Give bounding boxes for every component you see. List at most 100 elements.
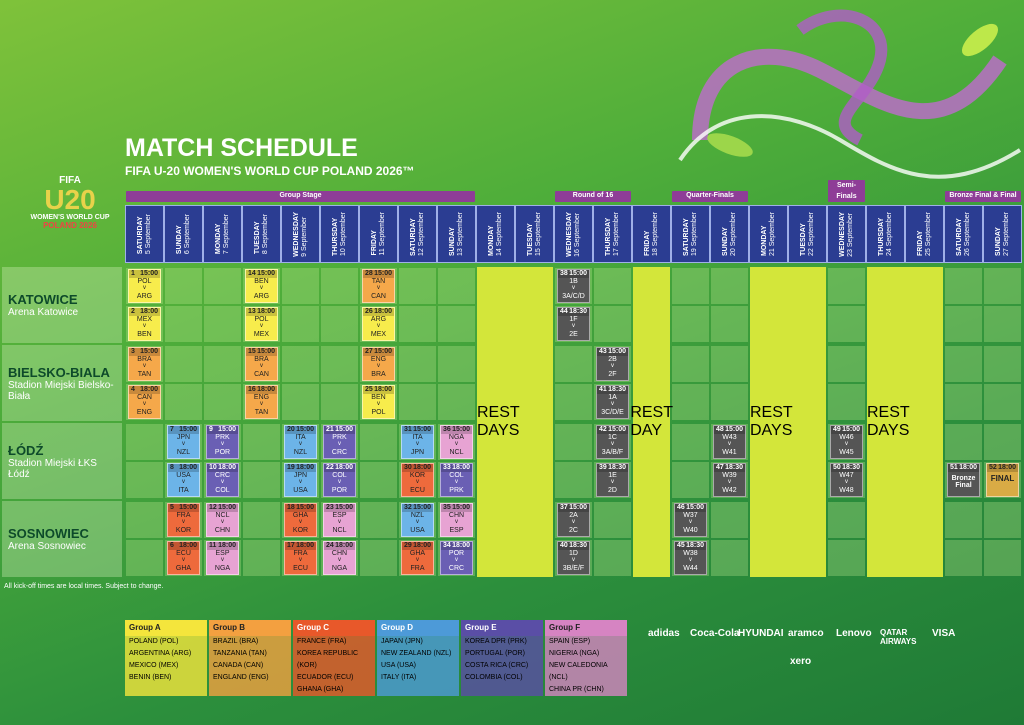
venue: BIELSKO-BIALA Stadion Miejski Bielsko-Bia… [2, 345, 122, 421]
match-number: 18 [287, 504, 295, 511]
match-number: 11 [209, 542, 217, 549]
title: MATCH SCHEDULE [125, 134, 358, 162]
kickoff-time: 15:00 [569, 270, 587, 277]
match: 21 15:00 PRK v CRC [323, 425, 356, 459]
versus: v [338, 519, 341, 525]
match-header: 48 15:00 [714, 426, 745, 434]
team: GHA [175, 564, 192, 572]
kickoff-time: 15:00 [686, 504, 704, 511]
kickoff-time: 18:00 [257, 386, 275, 393]
team: NGA [331, 564, 348, 572]
match-header: 1 15:00 [129, 270, 160, 278]
team: 2B [608, 355, 617, 363]
weekday: TUESDAY [799, 223, 807, 256]
date-header: SATURDAY 12 September [398, 205, 437, 263]
empty-slot [594, 502, 631, 538]
kickoff-time: 15:00 [140, 270, 158, 277]
empty-slot [555, 424, 592, 460]
versus: v [377, 323, 380, 329]
team: ENG [370, 355, 387, 363]
kickoff-time: 18:30 [608, 464, 626, 471]
match-header: 21 15:00 [324, 426, 355, 434]
sponsor: Coca-Cola [690, 628, 740, 639]
empty-slot [204, 306, 241, 342]
match-number: 26 [365, 308, 373, 315]
match: 12 15:00 NCL v CHN [206, 503, 239, 537]
versus: v [689, 519, 692, 525]
match-header: 17 18:00 [285, 542, 316, 550]
date-text: TUESDAY 15 September [527, 212, 543, 256]
date-text: WEDNESDAY 9 September [293, 212, 309, 257]
date: 15 September [534, 212, 542, 256]
match-header: 39 18:30 [597, 464, 628, 472]
match-number: 50 [833, 464, 841, 471]
date-header: MONDAY 14 September [476, 205, 515, 263]
date-header: WEDNESDAY 9 September [281, 205, 320, 263]
group-team: CHINA PR (CHN) [549, 686, 604, 693]
empty-slot [672, 346, 709, 382]
venue-stadium: Arena Sosnowiec [8, 541, 86, 552]
team: ESP [215, 549, 230, 557]
team: FRA [176, 511, 191, 519]
kickoff-time: 18:00 [257, 308, 275, 315]
match: 35 15:00 CHN v ESP [440, 503, 473, 537]
empty-slot [711, 384, 748, 420]
versus: v [338, 557, 341, 563]
group-legend: Group A POLAND (POL) ARGENTINA (ARG) MEXICO… [125, 620, 207, 696]
team: W39 [722, 471, 737, 479]
date: 12 September [417, 212, 425, 256]
match: 45 18:30 W38 v W44 [674, 541, 707, 575]
empty-slot [672, 306, 709, 342]
rest-days: REST DAY [630, 267, 673, 577]
group-team: PORTUGAL (POR) [465, 650, 525, 657]
team: 2C [569, 526, 578, 534]
match-header: 24 18:00 [324, 542, 355, 550]
match-header: 20 15:00 [285, 426, 316, 434]
kickoff-time: 18:00 [140, 308, 158, 315]
team: JPN [176, 433, 191, 441]
match: 2 18:00 MEX v BEN [128, 307, 161, 341]
match-header: 37 15:00 [558, 504, 589, 512]
match-header: 10 18:00 [207, 464, 238, 472]
match-header: 34 18:00 [441, 542, 472, 550]
match-number: 43 [599, 348, 607, 355]
rest-days: REST DAYS [750, 267, 826, 577]
match-number: 46 [677, 504, 685, 511]
weekday: THURSDAY [877, 217, 885, 256]
empty-slot [828, 268, 865, 304]
match: 11 18:00 ESP v NGA [206, 541, 239, 575]
team: BEN [371, 393, 386, 401]
match-header: 47 18:30 [714, 464, 745, 472]
match-header: 12 15:00 [207, 504, 238, 512]
group-team: BRAZIL (BRA) [213, 638, 259, 645]
match-number: 8 [170, 464, 174, 471]
date: 19 September [690, 212, 698, 256]
date-header: MONDAY 21 September [749, 205, 788, 263]
team: W40 [683, 526, 698, 534]
match: 41 18:30 1A v 3C/D/E [596, 385, 629, 419]
team: W48 [839, 486, 854, 494]
date-header: THURSDAY 17 September [593, 205, 632, 263]
team: COL [449, 471, 464, 479]
versus: v [260, 285, 263, 291]
weekday: THURSDAY [331, 217, 339, 256]
team: 1A [608, 393, 617, 401]
date: 5 September [144, 213, 152, 255]
empty-slot [828, 306, 865, 342]
versus: v [299, 441, 302, 447]
versus: v [221, 441, 224, 447]
date-text: THURSDAY 17 September [605, 212, 621, 256]
team: ECU [176, 549, 191, 557]
weekday: SATURDAY [409, 218, 417, 256]
date-text: FRIDAY 18 September [644, 212, 660, 256]
match-header: 15 15:00 [246, 348, 277, 356]
match-number: 33 [443, 464, 451, 471]
versus: v [182, 557, 185, 563]
match-header: 41 18:30 [597, 386, 628, 394]
subtitle: FIFA U-20 WOMEN'S WORLD CUP POLAND 2026™ [125, 164, 415, 178]
weekday: SATURDAY [136, 216, 144, 255]
versus: v [416, 519, 419, 525]
date: 17 September [612, 212, 620, 256]
kickoff-time: 18:30 [608, 386, 626, 393]
team: BRA [371, 370, 386, 378]
